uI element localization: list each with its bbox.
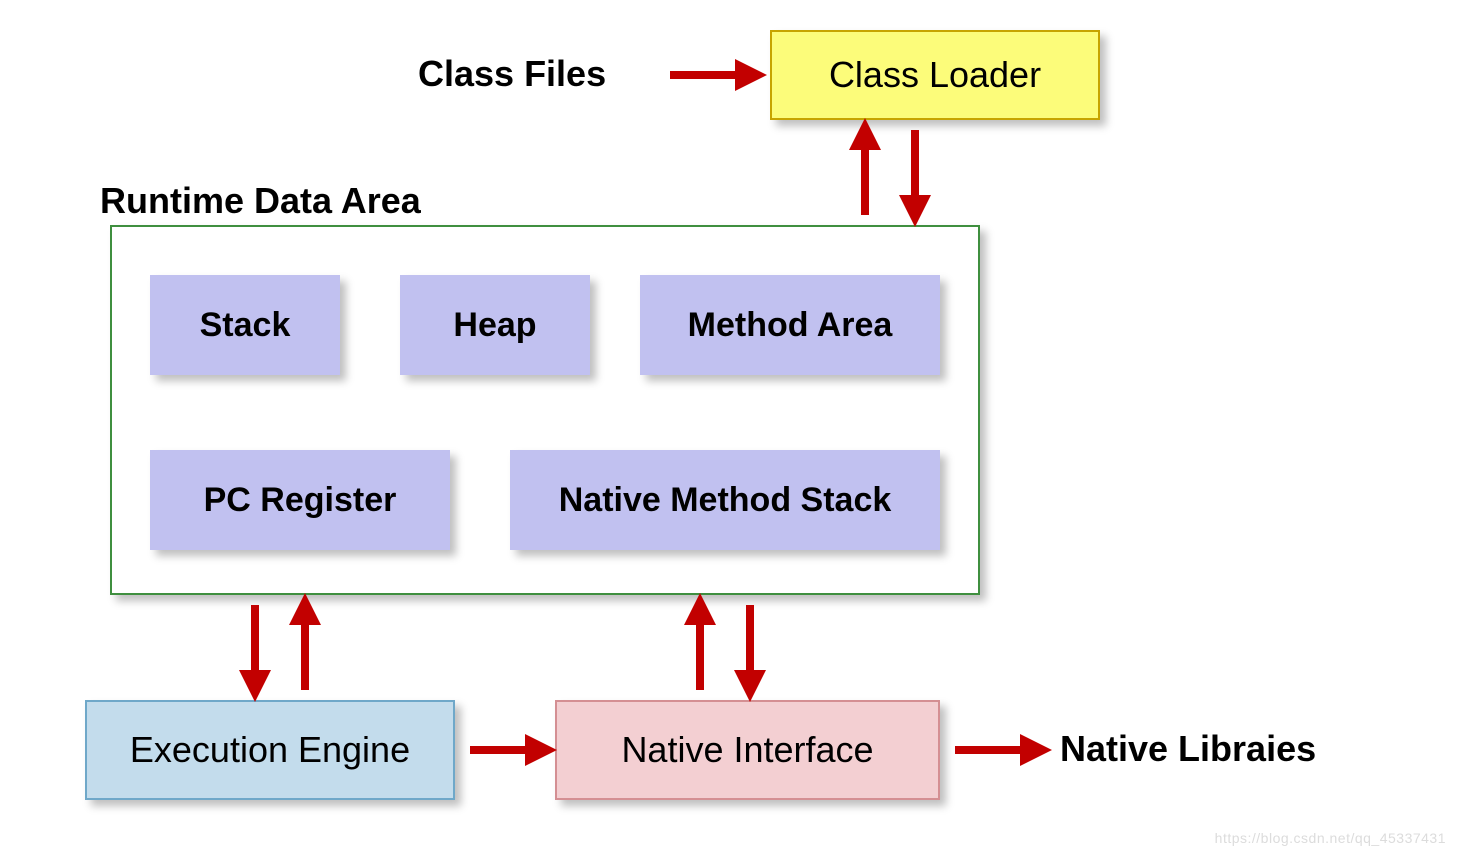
- native-interface-box: Native Interface: [555, 700, 940, 800]
- method-area-box: Method Area: [640, 275, 940, 375]
- class-loader-box: Class Loader: [770, 30, 1100, 120]
- native-interface-text: Native Interface: [621, 729, 873, 771]
- heap-box: Heap: [400, 275, 590, 375]
- watermark: https://blog.csdn.net/qq_45337431: [1215, 830, 1446, 846]
- execution-engine-text: Execution Engine: [130, 729, 410, 771]
- stack-box: Stack: [150, 275, 340, 375]
- native-method-stack-box: Native Method Stack: [510, 450, 940, 550]
- method-area-text: Method Area: [688, 306, 893, 345]
- native-method-stack-text: Native Method Stack: [559, 481, 892, 520]
- heap-text: Heap: [453, 306, 536, 345]
- pc-register-box: PC Register: [150, 450, 450, 550]
- class-loader-text: Class Loader: [829, 54, 1041, 96]
- native-libraries-label: Native Libraies: [1060, 728, 1316, 770]
- pc-register-text: PC Register: [204, 481, 397, 520]
- stack-text: Stack: [200, 306, 291, 345]
- execution-engine-box: Execution Engine: [85, 700, 455, 800]
- runtime-data-area-label: Runtime Data Area: [100, 180, 421, 222]
- class-files-label: Class Files: [418, 53, 606, 95]
